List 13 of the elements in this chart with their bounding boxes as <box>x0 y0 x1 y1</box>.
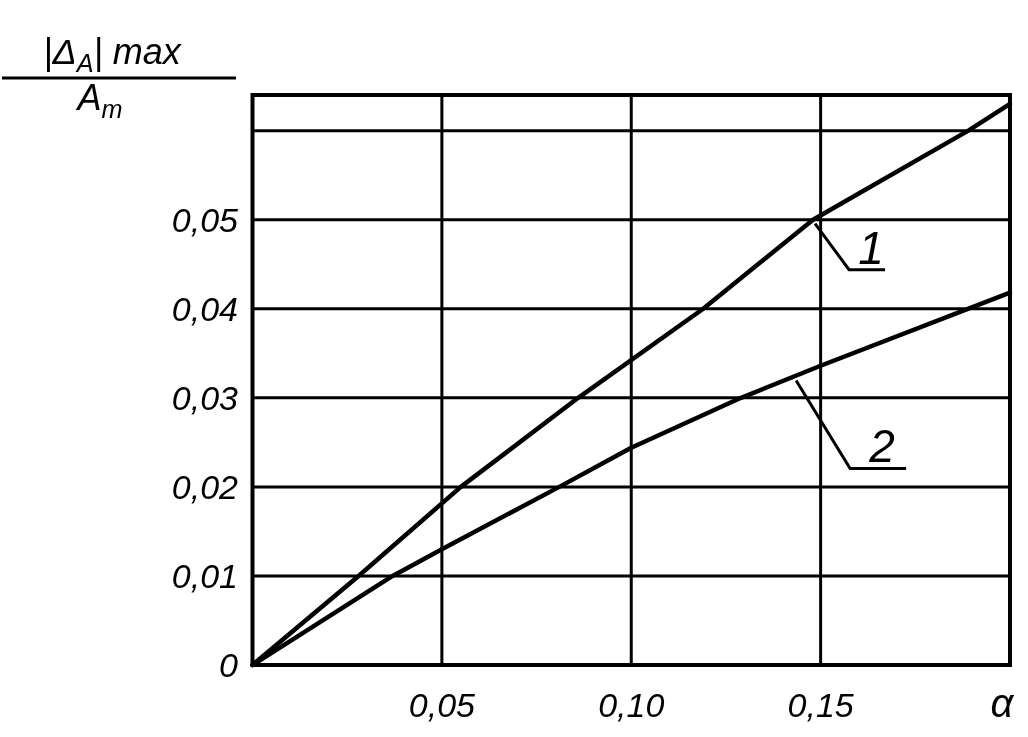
y-tick-label: 0,01 <box>171 556 238 595</box>
y-tick-label: 0,02 <box>171 467 239 506</box>
y-tick-label: 0,03 <box>171 378 239 417</box>
x-tick-label: 0,05 <box>408 686 476 724</box>
x-tick-label: 0,15 <box>787 686 854 724</box>
x-tick-label: 0,10 <box>598 686 665 724</box>
y-tick-label: 0 <box>219 646 239 684</box>
x-axis-title: α <box>990 681 1015 725</box>
series-label: 1 <box>858 221 884 274</box>
y-axis-title: |Δ$_{A}$| max A$_{m}$ <box>43 31 183 123</box>
y-tick-label: 0,05 <box>171 200 239 239</box>
y-tick-label: 0,04 <box>171 289 238 328</box>
series-label: 2 <box>868 420 895 473</box>
